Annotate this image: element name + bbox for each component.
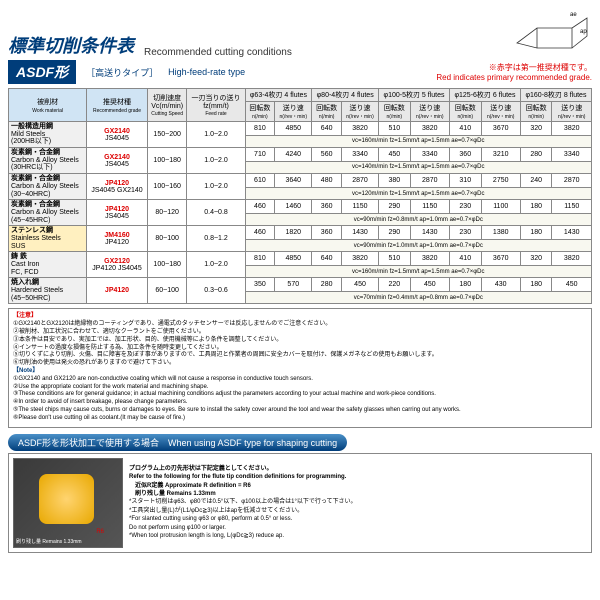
red-note: ※赤字は第一推奨材種です。Red indicates primary recom… [436,62,592,82]
hf-en: High-feed-rate type [168,67,245,77]
shaping-box: 刷り残し量 Remains 1.33mm R6 プログラム上の刃先形状は下記定義… [8,453,592,553]
title-jp: 標準切削条件表 [8,32,134,58]
insert-image: 刷り残し量 Remains 1.33mm R6 [13,458,123,548]
shaping-header: ASDF形を形状加工で使用する場合 When using ASDF type f… [8,434,347,451]
notes-box: 【注意】①GX2140とGX2120は絶縁物のコーティングであり、通電式のタッチ… [8,308,592,427]
svg-text:ae: ae [570,12,577,18]
title-en: Recommended cutting conditions [144,47,292,58]
svg-text:ap: ap [580,29,587,35]
asdf-label: ASDF形 [8,60,76,84]
conditions-table: 被削材Work material 推奨材種Recommended grade 切… [8,88,592,304]
hf-jp: ［高送りタイプ］ [86,66,158,79]
geometry-diagram: ae ap [512,8,592,58]
